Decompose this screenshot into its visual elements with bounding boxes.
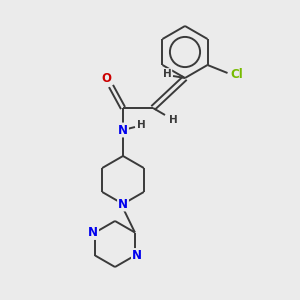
- Text: N: N: [88, 226, 98, 239]
- Text: N: N: [132, 249, 142, 262]
- Text: N: N: [118, 197, 128, 211]
- Text: H: H: [136, 120, 146, 130]
- Text: H: H: [163, 69, 171, 79]
- Text: Cl: Cl: [230, 68, 243, 82]
- Text: N: N: [118, 124, 128, 136]
- Text: O: O: [101, 73, 111, 85]
- Text: H: H: [169, 115, 177, 125]
